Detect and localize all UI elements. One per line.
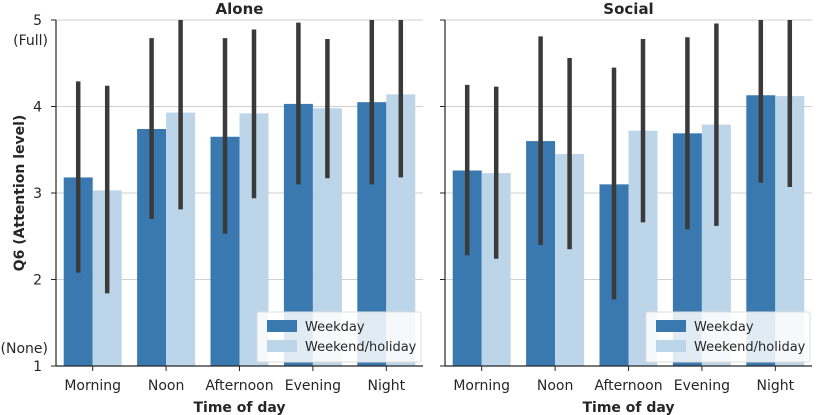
legend-box	[256, 311, 422, 363]
legend-swatch	[267, 320, 297, 332]
panel-social: Morning Noon Afternoon Evening Night Time of …	[440, 0, 812, 415]
legend-label: Weekday	[305, 320, 365, 335]
y-tick-label: 4	[33, 100, 42, 116]
x-tick-label: Morning	[64, 378, 121, 394]
y-tick-label: 1	[33, 359, 42, 375]
y-tick-label: 3	[33, 186, 42, 202]
x-tick-label: Afternoon	[205, 378, 273, 394]
legend-box	[645, 311, 811, 363]
x-tick-label: Evening	[674, 378, 730, 394]
panel-title: Alone	[216, 0, 264, 18]
legend-swatch	[656, 340, 686, 352]
x-axis-label: Time of day	[582, 400, 674, 415]
legend-label: Weekend/holiday	[694, 340, 806, 355]
x-tick-label: Morning	[453, 378, 510, 394]
legend-label: Weekday	[694, 320, 754, 335]
x-tick-label: Night	[367, 378, 405, 394]
legend: Weekday Weekend/holiday	[645, 311, 811, 363]
y-axis-label: Q6 (Attention level)	[12, 115, 28, 272]
x-axis-label: Time of day	[193, 400, 285, 415]
legend-label: Weekend/holiday	[305, 340, 417, 355]
panel-alone: Morning Noon Afternoon Evening Night Time of …	[33, 0, 423, 415]
x-tick-label: Noon	[537, 378, 573, 394]
y-tick-label: 5	[33, 13, 42, 29]
x-tick-label: Night	[756, 378, 794, 394]
legend-swatch	[267, 340, 297, 352]
x-tick-label: Noon	[148, 378, 184, 394]
x-tick-label: Afternoon	[594, 378, 662, 394]
legend-swatch	[656, 320, 686, 332]
legend: Weekday Weekend/holiday	[256, 311, 422, 363]
y-tick-label: 2	[33, 273, 42, 289]
panel-title: Social	[603, 0, 653, 18]
x-tick-label: Evening	[285, 378, 341, 394]
y-annotation-full: (Full)	[13, 33, 48, 49]
y-annotation-none: (None)	[1, 341, 48, 357]
